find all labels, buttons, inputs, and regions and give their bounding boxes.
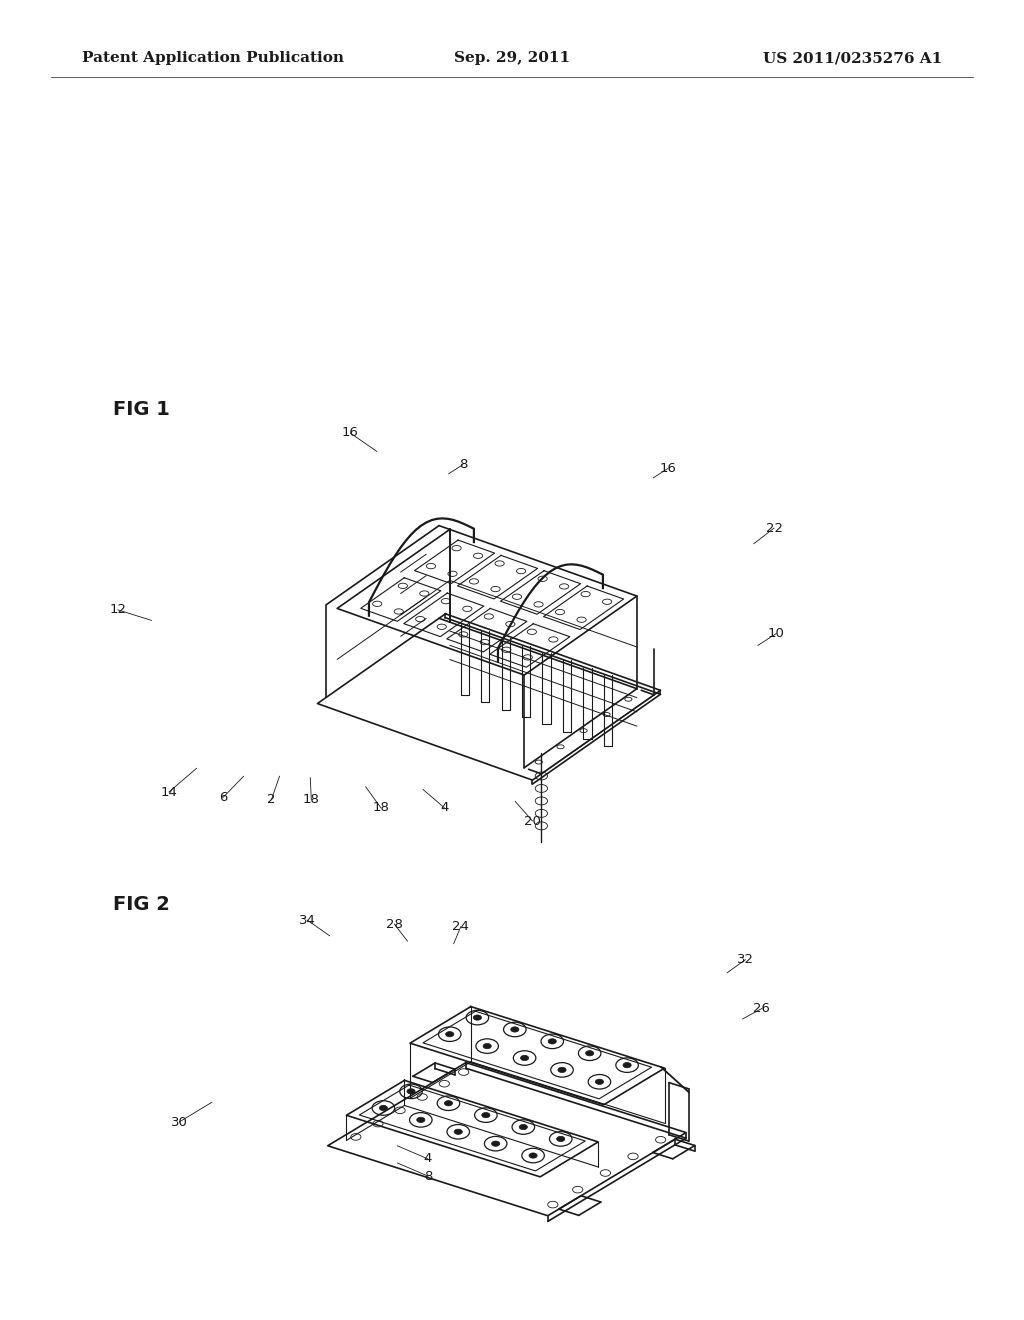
Text: 28: 28: [386, 917, 402, 931]
Ellipse shape: [520, 1056, 528, 1061]
Ellipse shape: [445, 1031, 454, 1036]
Ellipse shape: [586, 1051, 594, 1056]
Ellipse shape: [492, 1140, 500, 1146]
Ellipse shape: [623, 1063, 631, 1068]
Ellipse shape: [379, 1105, 387, 1110]
Text: 4: 4: [440, 801, 449, 814]
Ellipse shape: [548, 1039, 556, 1044]
Ellipse shape: [407, 1089, 415, 1094]
Text: 16: 16: [659, 462, 676, 475]
Ellipse shape: [595, 1080, 603, 1085]
Text: 8: 8: [424, 1170, 432, 1183]
Ellipse shape: [417, 1117, 425, 1122]
Text: 4: 4: [424, 1152, 432, 1166]
Text: 24: 24: [453, 920, 469, 933]
Text: 20: 20: [524, 814, 541, 828]
Text: 30: 30: [171, 1115, 187, 1129]
Text: Patent Application Publication: Patent Application Publication: [82, 51, 344, 65]
Text: FIG 2: FIG 2: [113, 895, 170, 913]
Text: 14: 14: [161, 785, 177, 799]
Ellipse shape: [473, 1015, 481, 1020]
Text: 22: 22: [766, 521, 782, 535]
Text: US 2011/0235276 A1: US 2011/0235276 A1: [763, 51, 942, 65]
Text: 18: 18: [303, 793, 319, 807]
Text: 2: 2: [267, 793, 275, 807]
Text: FIG 1: FIG 1: [113, 400, 170, 418]
Ellipse shape: [511, 1027, 519, 1032]
Text: Sep. 29, 2011: Sep. 29, 2011: [454, 51, 570, 65]
Text: 10: 10: [768, 627, 784, 640]
Ellipse shape: [483, 1043, 492, 1048]
Text: 8: 8: [459, 458, 467, 471]
Ellipse shape: [482, 1113, 490, 1118]
Text: 6: 6: [219, 791, 227, 804]
Text: 34: 34: [299, 913, 315, 927]
Ellipse shape: [455, 1129, 463, 1134]
Ellipse shape: [529, 1152, 538, 1158]
Ellipse shape: [557, 1137, 565, 1142]
Ellipse shape: [444, 1101, 453, 1106]
Text: 18: 18: [373, 801, 389, 814]
Text: 26: 26: [754, 1002, 770, 1015]
Text: 12: 12: [110, 603, 126, 616]
Text: 16: 16: [342, 426, 358, 440]
Ellipse shape: [519, 1125, 527, 1130]
Ellipse shape: [558, 1068, 566, 1073]
Text: 32: 32: [737, 953, 754, 966]
